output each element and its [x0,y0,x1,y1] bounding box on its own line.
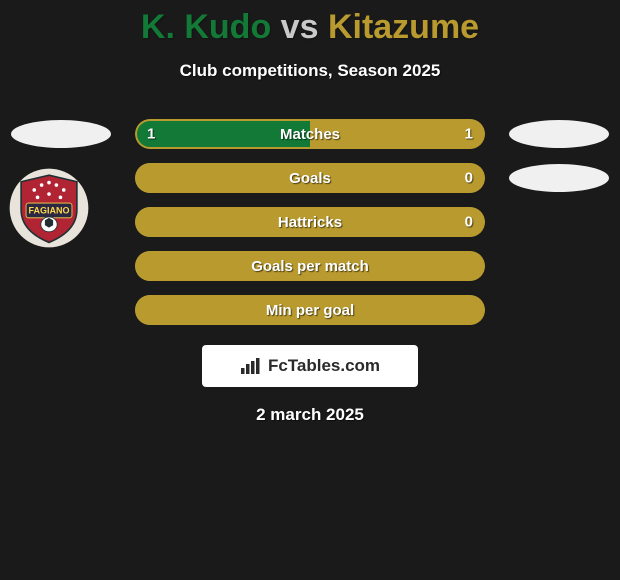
stat-label: Min per goal [266,302,354,319]
bar-chart-icon [240,357,262,375]
stat-value-p2: 0 [465,214,473,231]
spacer [509,208,609,236]
stat-row: 1 Matches 1 [0,119,620,149]
stat-row: Hattricks 0 [0,207,620,237]
stat-row: Min per goal [0,295,620,325]
stat-bar: Min per goal [135,295,485,325]
stat-label: Goals per match [251,258,369,275]
stat-bar: Hattricks 0 [135,207,485,237]
stat-value-p1: 1 [147,126,155,143]
comparison-card: K. Kudo vs Kitazume Club competitions, S… [0,0,620,425]
stat-bar: Goals 0 [135,163,485,193]
spacer [509,296,609,324]
vs-separator: vs [281,8,319,46]
stat-value-p2: 1 [465,126,473,143]
spacer [11,296,111,324]
stat-label: Hattricks [278,214,342,231]
date-label: 2 march 2025 [0,405,620,425]
stat-bar: Goals per match [135,251,485,281]
stat-label: Goals [289,170,331,187]
player2-club-badge [509,164,609,192]
player2-photo [509,120,609,148]
player1-name: K. Kudo [141,8,271,46]
spacer [11,208,111,236]
page-title: K. Kudo vs Kitazume [0,8,620,47]
stat-bar: 1 Matches 1 [135,119,485,149]
spacer [11,164,111,192]
spacer [509,252,609,280]
stat-row: Goals 0 [0,163,620,193]
stats-block: FAGIANO 1 Matches 1 [0,119,620,325]
subtitle: Club competitions, Season 2025 [0,61,620,81]
stat-label: Matches [280,126,340,143]
brand-text: FcTables.com [268,356,380,376]
stat-row: Goals per match [0,251,620,281]
player2-name: Kitazume [328,8,479,46]
brand-badge: FcTables.com [202,345,418,387]
stat-value-p2: 0 [465,170,473,187]
spacer [11,252,111,280]
player1-photo [11,120,111,148]
